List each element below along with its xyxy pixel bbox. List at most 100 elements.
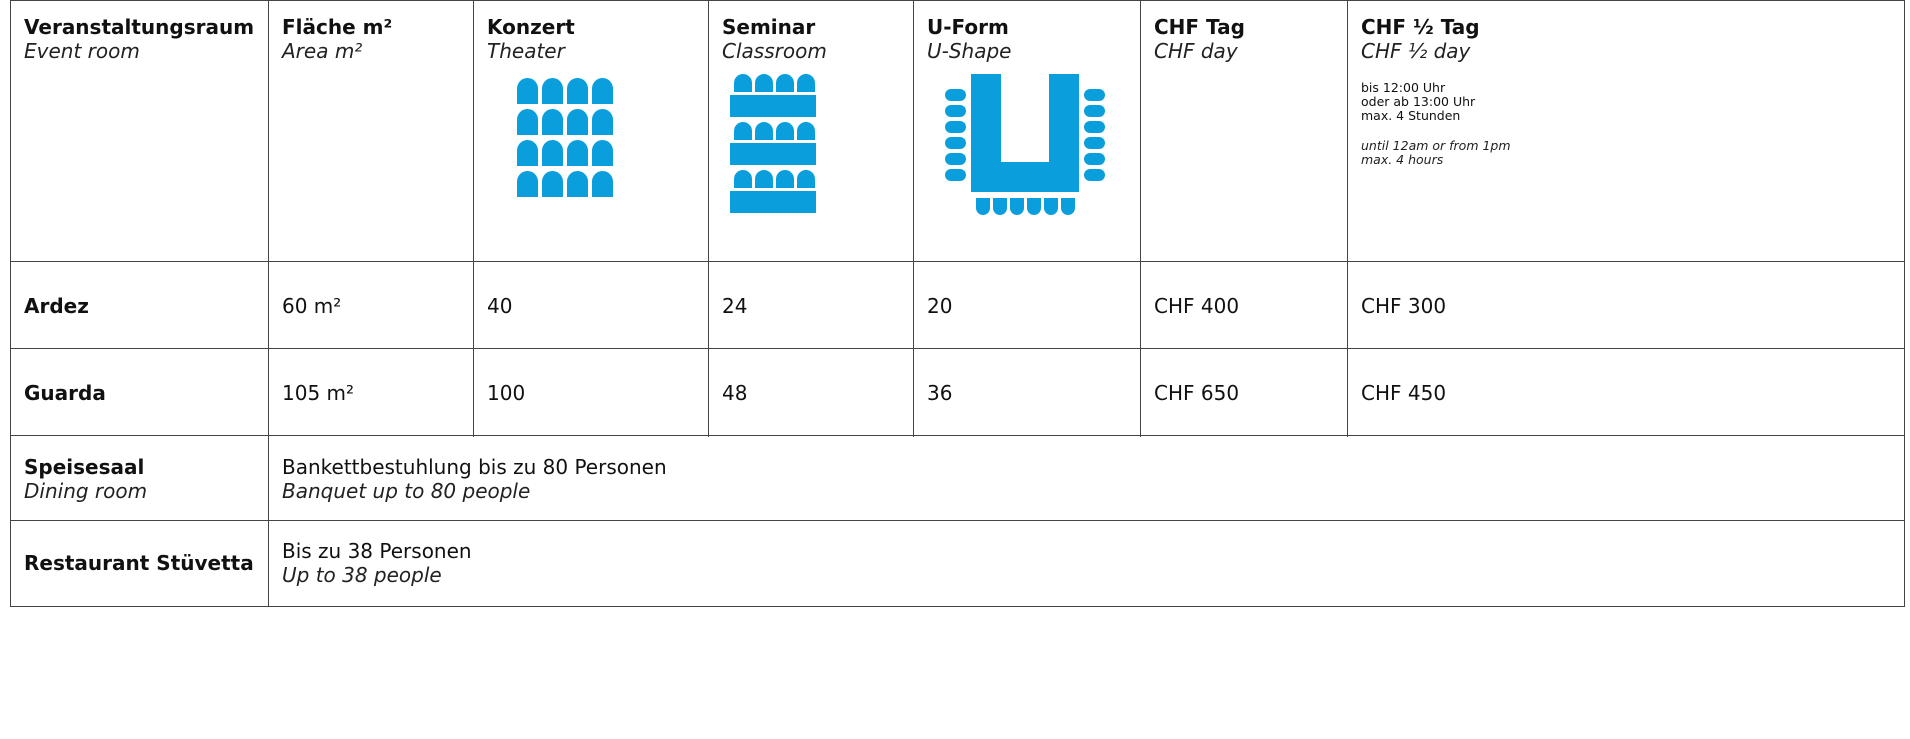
row-cell: 24 — [708, 261, 913, 350]
header-de: Konzert — [487, 15, 575, 39]
icon-shape — [517, 109, 538, 135]
header-cell: CHF ½ Tag CHF ½ day bis 12:00 Uhr oder ab 1… — [1347, 0, 1905, 263]
row-value: CHF 300 — [1361, 293, 1447, 318]
icon-shape — [945, 121, 966, 133]
icon-shape — [567, 140, 588, 166]
header-cell: CHF Tag CHF day — [1140, 0, 1347, 263]
row-value: 20 — [927, 293, 953, 318]
icon-shape — [734, 170, 752, 188]
icon-shape — [945, 169, 966, 181]
icon-shape — [734, 122, 752, 140]
span-cell: Bis zu 38 Personen Up to 38 people — [268, 520, 1905, 607]
icon-shape — [797, 122, 815, 140]
row-value: 36 — [927, 380, 953, 405]
row-value: 24 — [722, 293, 748, 318]
row-cell: 105 m² — [268, 348, 473, 437]
header-cell: Veranstaltungsraum Event room — [10, 0, 268, 263]
span-de: Bankettbestuhlung bis zu 80 Personen — [282, 454, 667, 479]
note: bis 12:00 Uhr oder ab 13:00 Uhr max. 4 Stu… — [1361, 81, 1891, 123]
icon-shape — [755, 74, 773, 92]
icon-shape — [971, 74, 1079, 192]
span-en: Banquet up to 80 people — [282, 478, 531, 503]
row-value: CHF 450 — [1361, 380, 1447, 405]
row-value: 48 — [722, 380, 748, 405]
icon-shape — [755, 170, 773, 188]
note-de: bis 12:00 Uhr — [1361, 80, 1446, 95]
icon-shape — [797, 170, 815, 188]
icon-shape — [734, 74, 752, 92]
icon-shape — [567, 109, 588, 135]
span-name-cell: Speisesaal Dining room — [10, 435, 268, 522]
icon-shape — [542, 171, 563, 197]
icon-shape — [945, 105, 966, 117]
icon-shape — [567, 171, 588, 197]
header-en: Area m² — [282, 39, 363, 63]
header-de: Fläche m² — [282, 15, 393, 39]
note-en: until 12am or from 1pm max. 4 hours — [1361, 139, 1891, 167]
span-name-en: Dining room — [24, 478, 148, 503]
theater-icon — [517, 78, 613, 197]
icon-shape — [730, 191, 816, 213]
icon-shape — [1084, 137, 1105, 149]
header-en: CHF ½ day — [1361, 39, 1471, 63]
icon-shape — [592, 140, 613, 166]
icon-shape — [797, 74, 815, 92]
icon-shape — [592, 78, 613, 104]
row-cell: 36 — [913, 348, 1140, 437]
row-value: 100 — [487, 380, 526, 405]
header-en: U-Shape — [927, 39, 1012, 63]
row-name-cell: Ardez — [10, 261, 268, 350]
icon-shape — [1084, 121, 1105, 133]
row-cell: 60 m² — [268, 261, 473, 350]
icon-shape — [1027, 198, 1041, 215]
icon-shape — [542, 78, 563, 104]
row-value: CHF 650 — [1154, 380, 1240, 405]
icon-shape — [1084, 169, 1105, 181]
icon-shape — [1061, 198, 1075, 215]
icon-shape — [567, 78, 588, 104]
icon-shape — [542, 140, 563, 166]
header-de: Veranstaltungsraum — [24, 15, 255, 39]
icon-shape — [730, 143, 816, 165]
u-shape-icon — [945, 74, 1105, 215]
classroom-icon — [730, 74, 816, 213]
row-value: 40 — [487, 293, 513, 318]
row-cell: CHF 650 — [1140, 348, 1347, 437]
icon-shape — [945, 137, 966, 149]
icon-shape — [993, 198, 1007, 215]
icon-shape — [776, 170, 794, 188]
note-de: oder ab 13:00 Uhr — [1361, 94, 1476, 109]
row-value: CHF 400 — [1154, 293, 1240, 318]
icon-shape — [945, 89, 966, 101]
header-cell: Seminar Classroom — [708, 0, 913, 263]
icon-shape — [517, 140, 538, 166]
span-name: Restaurant Stüvetta — [24, 551, 254, 576]
row-cell: 48 — [708, 348, 913, 437]
row-cell: CHF 450 — [1347, 348, 1905, 437]
span-de: Bis zu 38 Personen — [282, 539, 472, 564]
icon-shape — [1044, 198, 1058, 215]
row-name: Guarda — [24, 380, 106, 405]
header-de: U-Form — [927, 15, 1009, 39]
icon-shape — [1084, 105, 1105, 117]
header-en: Theater — [487, 39, 565, 63]
icon-shape — [517, 78, 538, 104]
icon-shape — [1010, 198, 1024, 215]
row-cell: 20 — [913, 261, 1140, 350]
icon-shape — [1084, 153, 1105, 165]
header-cell: U-Form U-Shape — [913, 0, 1140, 263]
row-value: 60 m² — [282, 293, 342, 318]
span-name: Speisesaal — [24, 454, 145, 479]
row-name-cell: Guarda — [10, 348, 268, 437]
header-en: CHF day — [1154, 39, 1238, 63]
header-cell: Fläche m² Area m² — [268, 0, 473, 263]
span-en: Up to 38 people — [282, 563, 442, 588]
header-de: CHF Tag — [1154, 15, 1245, 39]
row-cell: CHF 400 — [1140, 261, 1347, 350]
icon-shape — [976, 198, 990, 215]
header-en: Classroom — [722, 39, 827, 63]
icon-shape — [542, 109, 563, 135]
icon-shape — [730, 95, 816, 117]
row-name: Ardez — [24, 293, 89, 318]
